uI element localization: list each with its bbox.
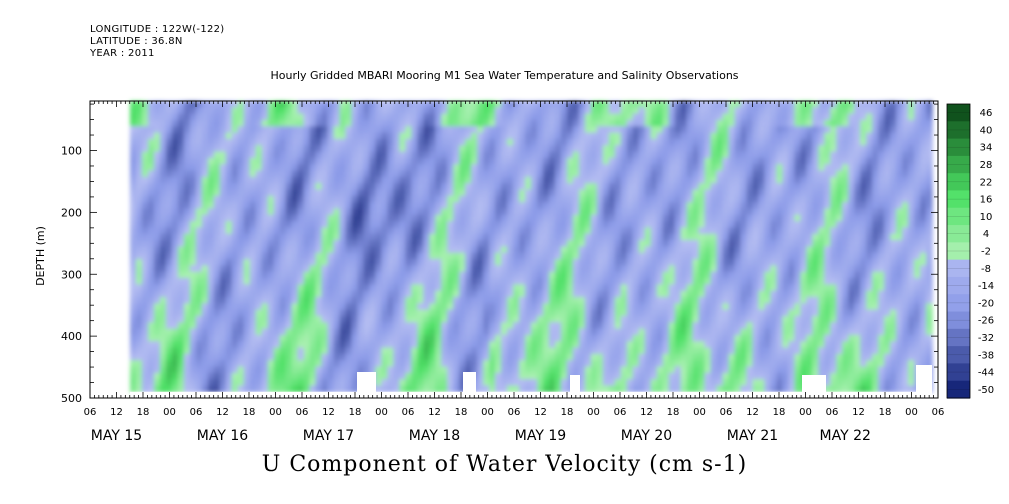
- x-tick-label: 06: [720, 407, 733, 418]
- x-tick-label: 06: [826, 407, 839, 418]
- year-label: YEAR : 2011: [90, 48, 155, 59]
- x-tick-label: 00: [481, 407, 494, 418]
- x-tick-label: 18: [455, 407, 468, 418]
- x-tick-label: 06: [296, 407, 309, 418]
- x-tick-label: 00: [163, 407, 176, 418]
- colorbar-tick-label: -20: [978, 298, 994, 309]
- x-tick-label: 06: [508, 407, 521, 418]
- colorbar-tick-label: 4: [983, 229, 989, 240]
- colorbar-swatch: [947, 242, 970, 261]
- colorbar-tick-label: 34: [980, 143, 993, 154]
- y-tick-label: 500: [61, 392, 82, 405]
- colorbar-swatch: [947, 138, 970, 157]
- axes: 06 12 18 00 06 12 18 00 06 12 18 00 06 12 18 00 06 12 18 00…: [61, 100, 945, 444]
- x-tick-label: 12: [216, 407, 229, 418]
- x-tick-label: 00: [269, 407, 282, 418]
- colorbar-tick-label: 46: [980, 108, 993, 119]
- missing-data-gap: [357, 372, 376, 394]
- colorbar-tick-label: -44: [978, 368, 994, 379]
- colorbar-tick-label: -14: [978, 281, 994, 292]
- x-tick-label: 00: [693, 407, 706, 418]
- x-tick-label: 06: [84, 407, 97, 418]
- colorbar-swatch: [947, 225, 970, 243]
- colorbar-swatch: [947, 155, 970, 174]
- x-tick-label: 12: [640, 407, 653, 418]
- x-tick-label: 12: [852, 407, 865, 418]
- colorbar-tick-label: 10: [980, 212, 993, 223]
- colorbar-caption: U Component of Water Velocity (cm s-1): [261, 452, 748, 477]
- y-tick-label: 200: [61, 206, 82, 219]
- x-day-label: MAY 17: [303, 428, 354, 444]
- x-tick-label: 12: [110, 407, 123, 418]
- x-tick-label: 18: [349, 407, 362, 418]
- colorbar-swatch: [947, 207, 970, 226]
- missing-data-gap: [802, 375, 826, 394]
- colorbar-swatch: [947, 346, 970, 365]
- colorbar-swatch: [947, 121, 970, 140]
- colorbar-swatch: [947, 276, 970, 295]
- x-tick-label: 12: [746, 407, 759, 418]
- colorbar-swatch: [947, 363, 970, 382]
- chart-title: Hourly Gridded MBARI Mooring M1 Sea Wate…: [270, 69, 739, 82]
- x-day-label: MAY 16: [197, 428, 248, 444]
- colorbar-tick-label: 40: [980, 125, 993, 136]
- y-axis-label: DEPTH (m): [34, 226, 47, 286]
- colorbar-swatch: [947, 294, 970, 313]
- x-day-label: MAY 15: [91, 428, 142, 444]
- x-day-label: MAY 22: [820, 428, 871, 444]
- longitude-label: LONGITUDE : 122W(-122): [90, 24, 225, 35]
- x-tick-label: 00: [799, 407, 812, 418]
- colorbar-swatch: [947, 328, 970, 347]
- colorbar: 46 40 34 28 22 16 10 4 -2 -8 -14 -20 -26 -32 -38 -44 -50: [946, 103, 994, 399]
- colorbar-swatch: [947, 380, 970, 399]
- x-day-label: MAY 20: [621, 428, 672, 444]
- y-tick-label: 100: [61, 145, 82, 158]
- x-tick-label: 18: [773, 407, 786, 418]
- colorbar-swatch: [947, 173, 970, 192]
- x-tick-label: 06: [932, 407, 945, 418]
- x-tick-label: 12: [322, 407, 335, 418]
- colorbar-tick-label: -2: [981, 247, 991, 258]
- x-tick-label: 06: [614, 407, 627, 418]
- x-tick-label: 18: [243, 407, 256, 418]
- colorbar-tick-label: -50: [978, 385, 994, 396]
- x-tick-label: 18: [137, 407, 150, 418]
- colorbar-tick-label: -26: [978, 316, 994, 327]
- x-day-label: MAY 18: [409, 428, 460, 444]
- x-tick-label: 18: [667, 407, 680, 418]
- heatmap: [130, 101, 933, 398]
- colorbar-tick-label: 22: [980, 177, 993, 188]
- colorbar-swatch: [947, 259, 970, 278]
- colorbar-tick-label: 28: [980, 160, 993, 171]
- x-day-label: MAY 21: [727, 428, 778, 444]
- y-tick-label: 300: [61, 268, 82, 281]
- colorbar-tick-label: -32: [978, 333, 994, 344]
- colorbar-swatch: [947, 104, 970, 122]
- missing-data-gap: [570, 375, 580, 394]
- latitude-label: LATITUDE : 36.8N: [90, 36, 183, 47]
- x-tick-label: 18: [561, 407, 574, 418]
- x-tick-label: 00: [587, 407, 600, 418]
- x-tick-label: 06: [190, 407, 203, 418]
- colorbar-swatch: [947, 190, 970, 209]
- colorbar-tick-label: -8: [981, 264, 991, 275]
- x-tick-label: 12: [428, 407, 441, 418]
- x-tick-label: 06: [402, 407, 415, 418]
- missing-data-gap: [463, 372, 476, 394]
- x-day-label: MAY 19: [515, 428, 566, 444]
- colorbar-tick-label: -38: [978, 350, 994, 361]
- colorbar-swatch: [947, 311, 970, 330]
- x-tick-label: 12: [534, 407, 547, 418]
- missing-data-gap: [916, 365, 932, 394]
- x-tick-label: 18: [879, 407, 892, 418]
- y-tick-label: 400: [61, 330, 82, 343]
- x-tick-label: 00: [375, 407, 388, 418]
- colorbar-tick-label: 16: [980, 195, 993, 206]
- x-tick-label: 00: [905, 407, 918, 418]
